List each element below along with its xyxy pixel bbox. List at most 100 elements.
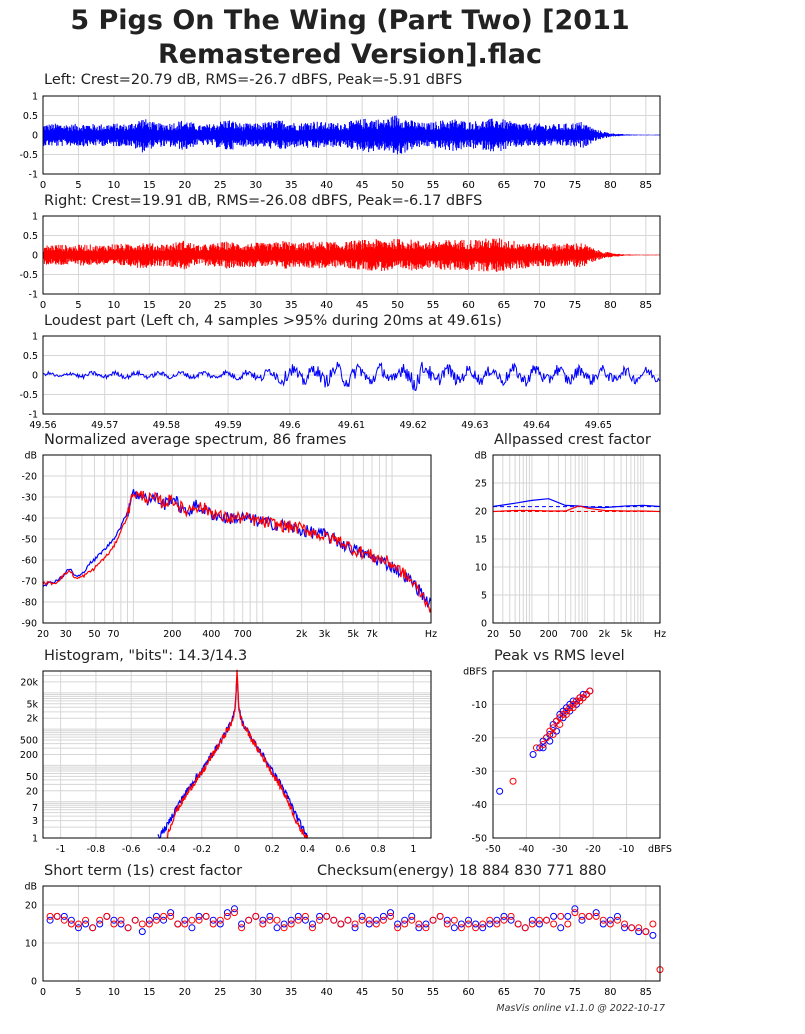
spectrum-x-tick-label: 400 [202,629,220,640]
spectrum-x-tick-label: Hz [425,629,437,640]
right-x-tick-label: 40 [320,300,333,311]
spectrum-y-tick-label: -20 [21,472,37,483]
right-x-tick-label: 50 [391,300,404,311]
right-x-tick-label: 55 [427,300,440,311]
short-crest-point-1 [252,912,260,920]
short-crest-point-0 [649,931,657,939]
short-crest-y-tick-label: 10 [25,939,37,950]
short-crest-point-0 [387,909,395,917]
short-crest-point-0 [394,920,402,928]
crest-x-tick-label: 700 [570,629,588,640]
peak-rms-point-0 [552,727,560,735]
short-crest-point-1 [571,909,579,917]
peak-rms-x-tick-label: dBFS [648,844,672,855]
short-crest-point-0 [635,928,643,936]
short-crest-point-0 [528,916,536,924]
short-crest-plot-frame [42,885,661,982]
spectrum-x-tick-label: 30 [60,629,72,640]
peak-rms-point-0 [546,737,554,745]
short-crest-point-1 [117,916,125,924]
spectrum-y-tick-label: -60 [21,556,37,567]
short-crest-point-1 [245,916,253,924]
peak-rms-x-tick-label: -10 [619,844,635,855]
right-waveform-series [42,238,661,272]
left-x-tick-label: 5 [75,180,81,191]
short-crest-point-0 [167,909,175,917]
peak-rms-point-1 [552,717,560,725]
histogram-x-tick-label: -0.4 [157,844,176,855]
short-crest-point-1 [358,916,366,924]
short-crest-point-1 [238,924,246,932]
short-crest-point-1 [74,920,82,928]
short-crest-point-1 [174,920,182,928]
short-crest-point-1 [323,912,331,920]
loudest-x-tick-label: 49.63 [461,420,488,431]
short-crest-x-tick-label: 60 [462,987,474,998]
short-crest-point-1 [606,920,614,928]
histogram-x-tick-label: 0.6 [335,844,350,855]
short-crest-point-1 [635,924,643,932]
right-x-tick-label: 80 [604,300,617,311]
right-x-tick-label: 5 [75,300,81,311]
short-crest-point-0 [351,924,359,932]
peak-rms-point-1 [576,697,584,705]
peak-rms-y-tick-label: -30 [471,767,487,778]
spectrum-series-1 [42,490,432,613]
short-crest-x-tick-label: 75 [569,987,581,998]
short-crest-x-tick-label: 10 [108,987,120,998]
right-x-tick-label: 25 [214,300,227,311]
short-crest-y-tick-label: dB [24,882,37,893]
histogram-x-tick-label: -0.6 [122,844,141,855]
loudest-part-title: Loudest part (Left ch, 4 samples >95% du… [44,313,502,329]
short-crest-point-0 [415,924,423,932]
crest-y-tick-label: 20 [475,507,487,518]
spectrum-y-tick-label: -40 [21,514,37,525]
right-x-tick-label: 30 [249,300,262,311]
loudest-x-tick-label: 49.56 [29,420,56,431]
left-x-tick-label: 30 [249,180,262,191]
short-crest-point-1 [379,916,387,924]
spectrum-series-0 [42,489,432,608]
short-crest-point-1 [535,916,543,924]
short-crest-y-tick-label: 0 [31,977,37,988]
short-crest-point-1 [67,920,75,928]
histogram-x-tick-label: 0 [234,844,240,855]
loudest-x-tick-label: 49.65 [585,420,612,431]
histogram-plot-frame [42,670,432,839]
loudest-x-tick-label: 49.61 [338,420,365,431]
short-crest-point-1 [408,916,416,924]
left-channel-title: Left: Crest=20.79 dB, RMS=-26.7 dBFS, Pe… [44,72,463,88]
left-x-tick-label: 45 [356,180,369,191]
histogram-x-tick-label: -1 [56,844,65,855]
short-crest-point-1 [436,912,444,920]
short-crest-point-0 [379,912,387,920]
histogram-x-tick-label: 1 [410,844,416,855]
short-crest-point-0 [238,920,246,928]
crest-y-tick-label: 5 [481,591,487,602]
short-crest-point-0 [273,924,281,932]
short-crest-point-0 [535,920,543,928]
loudest-x-tick-label: 49.57 [91,420,118,431]
right-y-tick-label: 0.5 [23,231,38,242]
right-y-tick-label: 0 [32,251,38,262]
short-crest-point-0 [316,912,324,920]
short-crest-point-0 [621,924,629,932]
short-crest-point-1 [209,920,217,928]
short-crest-point-0 [145,916,153,924]
short-crest-point-0 [195,912,203,920]
short-crest-point-1 [167,912,175,920]
short-crest-x-tick-label: 45 [356,987,368,998]
right-y-tick-label: -1 [29,290,38,301]
left-plot-frame [42,95,661,175]
short-crest-point-0 [301,916,309,924]
right-x-tick-label: 10 [108,300,121,311]
short-crest-point-1 [337,920,345,928]
short-crest-point-0 [223,909,231,917]
short-crest-point-0 [294,912,302,920]
peak-rms-point-0 [496,787,504,795]
loudest-x-tick-label: 49.62 [400,420,427,431]
short-crest-point-1 [443,920,451,928]
short-crest-point-1 [479,920,487,928]
right-x-tick-label: 45 [356,300,369,311]
